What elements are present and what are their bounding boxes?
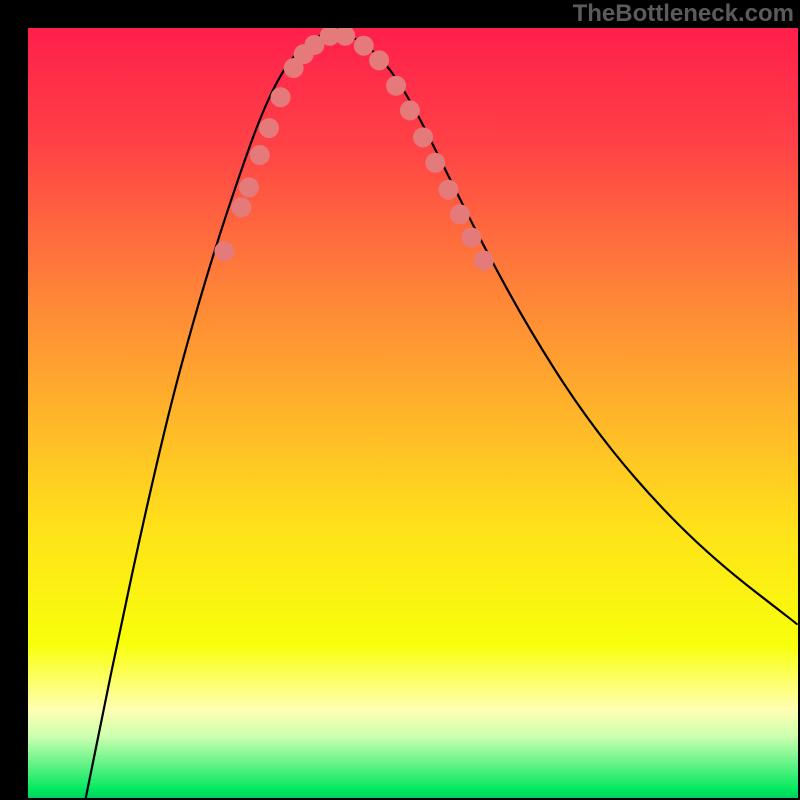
- gradient-background: [28, 28, 798, 798]
- data-marker: [250, 145, 270, 165]
- watermark-text: TheBottleneck.com: [573, 0, 794, 28]
- data-marker: [462, 227, 482, 247]
- data-marker: [259, 118, 279, 138]
- data-marker: [271, 87, 291, 107]
- data-marker: [400, 100, 420, 120]
- plot-area: [28, 28, 798, 798]
- data-marker: [214, 241, 234, 261]
- data-marker: [450, 204, 470, 224]
- data-marker: [474, 251, 494, 271]
- data-marker: [413, 127, 433, 147]
- data-marker: [231, 197, 251, 217]
- data-marker: [354, 36, 374, 56]
- data-marker: [369, 50, 389, 70]
- data-marker: [239, 177, 259, 197]
- data-marker: [425, 153, 445, 173]
- data-marker: [386, 76, 406, 96]
- data-marker: [438, 180, 458, 200]
- plot-svg: [28, 28, 798, 798]
